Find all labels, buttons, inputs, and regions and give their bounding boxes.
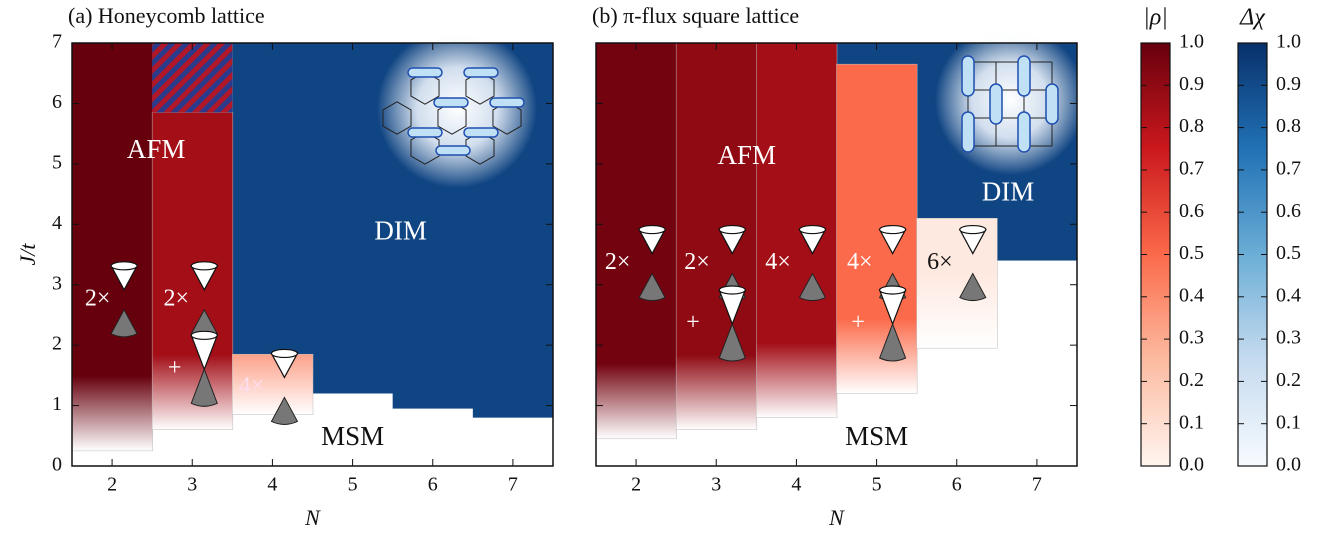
colorbar-tick-label: 0.1 (1276, 411, 1301, 433)
colorbar-tick-label: 0.0 (1276, 454, 1301, 476)
cone-upper-rim (191, 262, 217, 270)
afm-region (676, 43, 757, 430)
colorbar-tick-label: 0.3 (1179, 327, 1204, 349)
x-tick-label: 4 (267, 474, 277, 496)
x-tick-label: 4 (791, 474, 801, 496)
multiplicity-label: + (168, 355, 182, 381)
phase-label: DIM (374, 216, 427, 246)
y-tick-label: 0 (52, 454, 62, 476)
colorbar-tick-label: 0.6 (1179, 200, 1204, 222)
x-tick-label: 6 (428, 474, 438, 496)
colorbar-tick-label: 1.0 (1276, 31, 1301, 53)
multiplicity-label: 2× (605, 249, 631, 275)
x-tick-label: 7 (508, 474, 518, 496)
cone-upper-rim (719, 286, 745, 294)
colorbar-label: Δχ (1239, 5, 1266, 31)
cone-upper-rim (111, 262, 137, 270)
colorbar-tick-label: 0.1 (1179, 411, 1204, 433)
panel-title: (a) Honeycomb lattice (68, 3, 265, 28)
multiplicity-label: 6× (927, 249, 953, 275)
multiplicity-label: + (851, 309, 865, 335)
colorbar-tick-label: 0.8 (1276, 115, 1301, 137)
inset-dimer (962, 112, 974, 152)
x-tick-label: 5 (348, 474, 358, 496)
cone-upper-rim (271, 349, 297, 357)
x-tick-label: 3 (711, 474, 721, 496)
multiplicity-label: 4× (765, 249, 791, 275)
colorbar-label: |ρ| (1143, 5, 1168, 31)
colorbar-tick-label: 0.9 (1276, 73, 1301, 95)
afm-region (917, 218, 998, 348)
x-tick-label: 2 (631, 474, 641, 496)
dim-region (232, 43, 313, 354)
coexistence-region (152, 43, 232, 112)
colorbar-tick-label: 0.2 (1179, 369, 1204, 391)
afm-region (596, 43, 677, 439)
y-tick-label: 4 (52, 212, 62, 234)
inset-dimer (408, 68, 442, 77)
y-axis-label: J/t (15, 243, 40, 266)
colorbar-tick-label: 0.4 (1276, 284, 1301, 306)
inset-dimer (990, 84, 1002, 124)
x-tick-label: 5 (872, 474, 882, 496)
inset-dimer (434, 98, 468, 107)
inset-glow (377, 28, 537, 188)
inset-dimer (464, 128, 498, 137)
colorbar-tick-label: 1.0 (1179, 31, 1204, 53)
phase-label: MSM (321, 421, 384, 451)
colorbar-tick-label: 0.5 (1276, 242, 1301, 264)
colorbar-tick-label: 0.4 (1179, 284, 1204, 306)
cone-upper-rim (880, 286, 906, 294)
multiplicity-label: + (686, 309, 700, 335)
y-tick-label: 5 (52, 151, 62, 173)
colorbar-tick-label: 0.8 (1179, 115, 1204, 137)
multiplicity-label: 4× (847, 249, 873, 275)
colorbar-tick-label: 0.7 (1179, 157, 1204, 179)
colorbar-tick-label: 0.3 (1276, 327, 1301, 349)
afm-region (72, 43, 153, 451)
x-tick-label: 3 (187, 474, 197, 496)
y-tick-label: 1 (52, 393, 62, 415)
x-axis-label: N (828, 505, 845, 530)
cone-upper-rim (960, 226, 986, 234)
x-tick-label: 6 (952, 474, 962, 496)
inset-dimer (436, 146, 470, 155)
colorbar-tick-label: 0.2 (1276, 369, 1301, 391)
panel-title: (b) π-flux square lattice (592, 3, 799, 28)
y-tick-label: 3 (52, 272, 62, 294)
inset-dimer (962, 56, 974, 96)
multiplicity-label: 4× (239, 373, 265, 399)
inset-glow (935, 25, 1085, 175)
x-tick-label: 7 (1032, 474, 1042, 496)
colorbar-tick-label: 0.0 (1179, 454, 1204, 476)
cone-upper-rim (719, 226, 745, 234)
colorbar-tick-label: 0.5 (1179, 242, 1204, 264)
multiplicity-label: 2× (684, 249, 710, 275)
inset-dimer (1018, 112, 1030, 152)
colorbar-tick-label: 0.7 (1276, 157, 1301, 179)
multiplicity-label: 2× (163, 285, 189, 311)
phase-label: AFM (717, 140, 776, 170)
x-axis-label: N (304, 505, 321, 530)
cone-upper-rim (639, 226, 665, 234)
inset-dimer (1046, 84, 1058, 124)
cone-upper-rim (880, 226, 906, 234)
inset-dimer (464, 68, 498, 77)
cone-upper-rim (799, 226, 825, 234)
y-tick-label: 7 (52, 31, 62, 53)
phase-label: DIM (982, 176, 1035, 206)
y-tick-label: 6 (52, 91, 62, 113)
phase-label: AFM (127, 134, 186, 164)
cone-upper-rim (191, 331, 217, 339)
x-tick-label: 2 (107, 474, 117, 496)
inset-dimer (1018, 56, 1030, 96)
phase-label: MSM (845, 421, 908, 451)
colorbar-tick-label: 0.9 (1179, 73, 1204, 95)
y-tick-label: 2 (52, 333, 62, 355)
inset-dimer (408, 128, 442, 137)
colorbar-tick-label: 0.6 (1276, 200, 1301, 222)
inset-dimer (490, 98, 524, 107)
multiplicity-label: 2× (85, 285, 111, 311)
figure: AFM DIM MSM 2× 2× +4× 2 3 4 5 6 7 0 1 2 3 4 5 6 7 (a) Honeyc… (0, 0, 1328, 535)
